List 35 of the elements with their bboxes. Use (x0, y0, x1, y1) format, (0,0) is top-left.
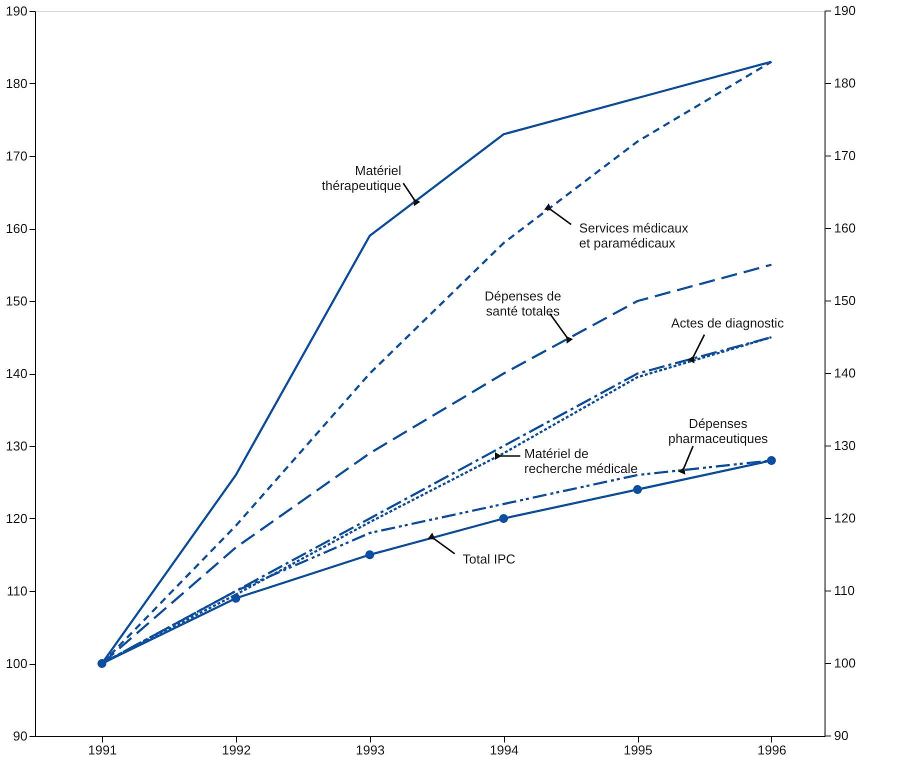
x-tick-label: 1992 (222, 742, 251, 758)
y2-tick-label: 140 (6, 366, 28, 381)
series-label: Matériel thérapeutique (322, 163, 402, 194)
x-tick-label: 1996 (757, 742, 786, 758)
y-tick-label: 140 (834, 366, 856, 380)
x-tick-label: 1995 (624, 742, 653, 758)
y2-tick-label: 100 (6, 656, 28, 671)
y-tick-label: 90 (834, 728, 848, 743)
y-tick-label: 180 (834, 76, 856, 90)
y-tick-label: 190 (834, 3, 856, 18)
series-label: Actes de diagnostic (671, 316, 784, 331)
y-tick-label: 170 (834, 148, 856, 163)
y2-tick-label: 150 (6, 294, 28, 308)
y-tick-label: 100 (834, 656, 856, 670)
y2-tick-label: 110 (6, 584, 28, 598)
y2-tick-label: 190 (6, 4, 28, 18)
series-label: Dépenses de santé totales (484, 288, 562, 319)
text: Services médicaux et paramédicaux (579, 220, 689, 250)
series-label: Total IPC (462, 552, 516, 567)
y2-tick-label: 170 (6, 148, 28, 164)
x-tick-label: 1994 (490, 742, 519, 758)
y2-tick-label: 120 (6, 511, 28, 526)
y2-tick-label: 180 (6, 76, 28, 91)
y2-tick-label: 130 (6, 438, 28, 454)
y-tick-label: 110 (834, 583, 855, 598)
y-tick-label: 160 (834, 220, 856, 236)
series-label: Matériel de recherche médicale (524, 446, 638, 476)
x-tick-label: 1993 (356, 742, 385, 758)
y-tick-label: 120 (834, 510, 856, 526)
y-tick-label: 150 (834, 293, 856, 308)
y2-tick-label: 160 (6, 221, 28, 236)
x-tick-label: 1991 (88, 742, 117, 758)
series-label: Dépenses pharmaceutiques (668, 416, 768, 446)
y2-tick-label: 90 (13, 728, 28, 744)
y-tick-label: 130 (834, 438, 856, 453)
